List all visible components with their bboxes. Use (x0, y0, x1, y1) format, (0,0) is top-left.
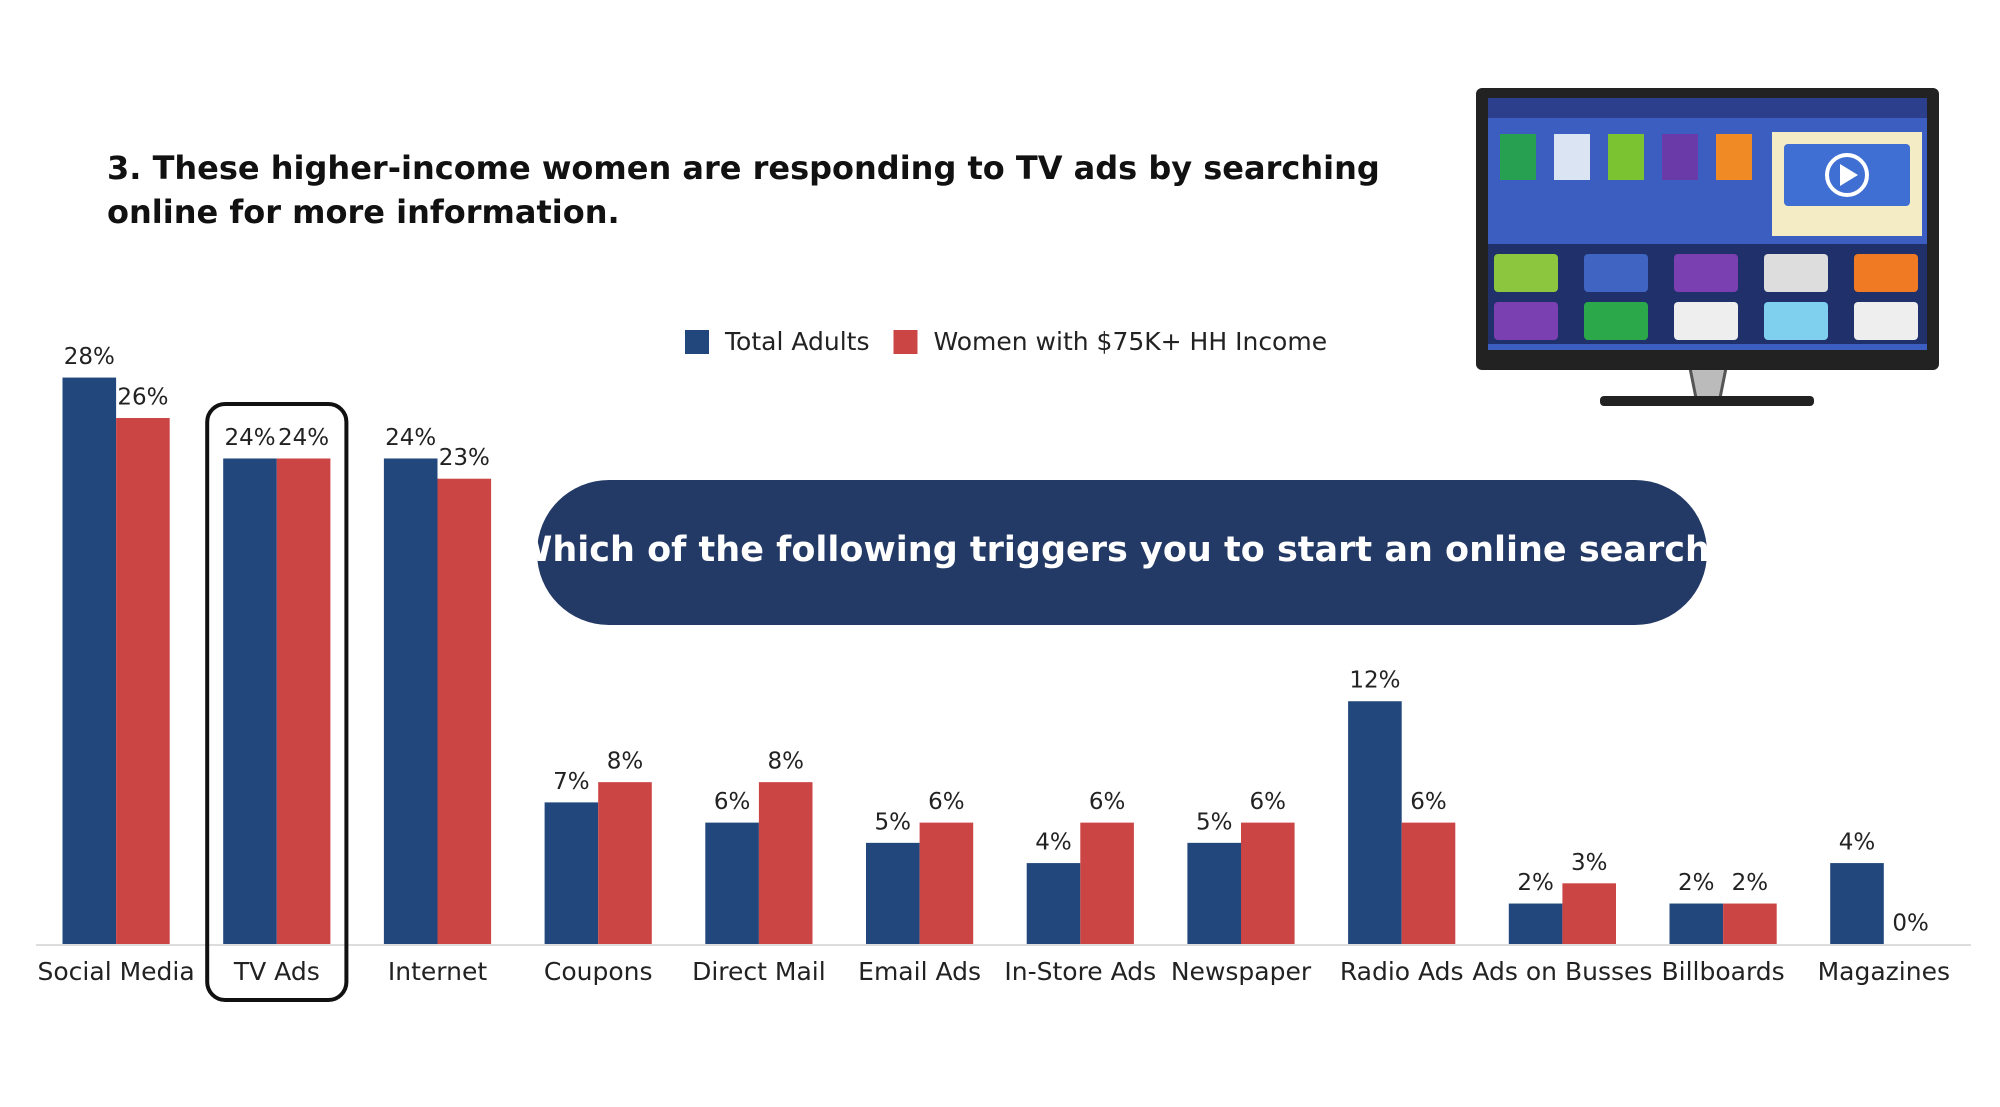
value-label: 24% (224, 425, 275, 451)
bar (598, 782, 652, 944)
x-tick-label: Ads on Busses (1472, 957, 1652, 986)
x-tick-label: Coupons (544, 957, 653, 986)
tv-illustration (1476, 88, 1939, 406)
bar (437, 478, 492, 944)
value-label: 2% (1732, 870, 1769, 896)
legend-swatch (685, 330, 709, 354)
value-label: 6% (1089, 789, 1126, 815)
bar (1562, 883, 1616, 944)
bar (1830, 863, 1884, 944)
highlight-box (205, 402, 349, 1002)
value-label: 6% (714, 789, 751, 815)
value-label: 28% (64, 344, 115, 370)
value-label: 23% (439, 445, 490, 471)
value-label: 5% (875, 809, 912, 835)
value-label: 2% (1678, 870, 1715, 896)
x-tick-label: Billboards (1661, 957, 1784, 986)
bar (758, 782, 813, 944)
bar (544, 802, 599, 944)
bar (1241, 822, 1295, 944)
value-label: 2% (1517, 870, 1554, 896)
value-label: 0% (1892, 911, 1929, 937)
x-tick-label: Newspaper (1171, 957, 1312, 986)
bar (1348, 701, 1402, 944)
bar (223, 458, 277, 944)
callout-text: Which of the following triggers you to s… (514, 530, 1731, 570)
bar (919, 822, 974, 944)
bar (1187, 842, 1241, 944)
value-label: 6% (928, 789, 965, 815)
bar (705, 822, 759, 944)
x-tick-label: Radio Ads (1340, 957, 1464, 986)
x-tick-label: In-Store Ads (1004, 957, 1156, 986)
value-label: 8% (607, 749, 644, 775)
value-label: 6% (1250, 789, 1287, 815)
value-label: 4% (1035, 830, 1072, 856)
bar (1401, 822, 1456, 944)
bar (1026, 863, 1081, 944)
callout (537, 480, 1707, 625)
value-label: 24% (385, 425, 436, 451)
x-tick-label: Email Ads (858, 957, 981, 986)
value-label: 4% (1839, 830, 1876, 856)
value-label: 12% (1349, 668, 1400, 694)
x-tick-label: Social Media (38, 957, 195, 986)
value-label: 26% (117, 385, 168, 411)
bar (276, 458, 331, 944)
bar (866, 842, 920, 944)
bar (1723, 903, 1777, 944)
x-tick-label: Internet (388, 957, 487, 986)
legend-label: Women with $75K+ HH Income (933, 327, 1327, 356)
chart-title: 3. These higher-income women are respond… (107, 149, 1380, 231)
x-tick-label: Direct Mail (692, 957, 826, 986)
x-tick-label: Magazines (1818, 957, 1950, 986)
value-label: 7% (553, 769, 590, 795)
bar (1080, 822, 1134, 944)
bar (1669, 903, 1724, 944)
bar (116, 418, 170, 944)
legend-label: Total Adults (724, 327, 869, 356)
bar (1508, 903, 1563, 944)
bar (62, 377, 117, 944)
bar (383, 458, 438, 944)
value-label: 3% (1571, 850, 1608, 876)
value-label: 5% (1196, 809, 1233, 835)
legend-swatch (893, 330, 918, 354)
x-tick-label: TV Ads (233, 957, 320, 986)
value-label: 8% (767, 749, 804, 775)
value-label: 24% (278, 425, 329, 451)
value-label: 6% (1410, 789, 1447, 815)
